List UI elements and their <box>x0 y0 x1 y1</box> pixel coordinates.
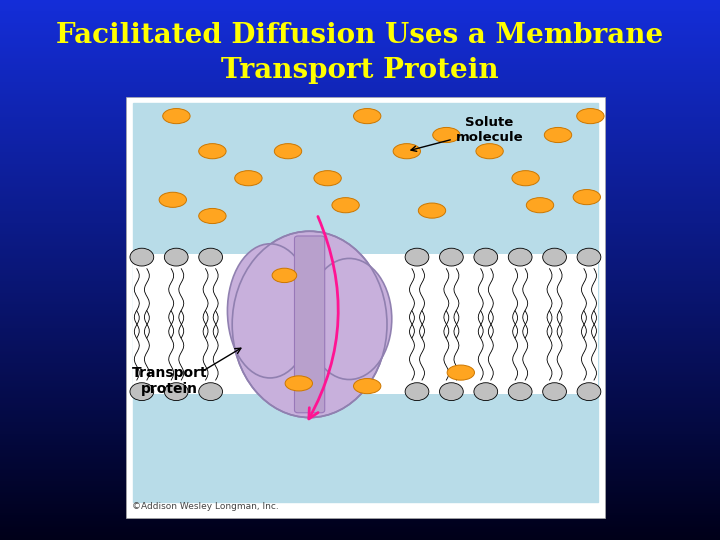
Ellipse shape <box>354 379 381 394</box>
Circle shape <box>439 248 463 266</box>
Ellipse shape <box>332 198 359 213</box>
Text: Solute
molecule: Solute molecule <box>411 116 523 151</box>
Ellipse shape <box>285 376 312 391</box>
Circle shape <box>130 248 154 266</box>
Bar <box>133 103 598 502</box>
Ellipse shape <box>272 268 297 282</box>
Ellipse shape <box>274 144 302 159</box>
Circle shape <box>543 248 567 266</box>
Text: Transport
protein: Transport protein <box>131 366 207 396</box>
Ellipse shape <box>159 192 186 207</box>
Circle shape <box>405 248 429 266</box>
Text: Transport Protein: Transport Protein <box>221 57 499 84</box>
Circle shape <box>577 248 600 266</box>
Ellipse shape <box>235 171 262 186</box>
Ellipse shape <box>163 109 190 124</box>
Ellipse shape <box>577 109 604 124</box>
Circle shape <box>508 248 532 266</box>
Circle shape <box>405 383 429 401</box>
Circle shape <box>474 383 498 401</box>
Ellipse shape <box>314 171 341 186</box>
Circle shape <box>474 248 498 266</box>
Circle shape <box>164 248 188 266</box>
Circle shape <box>130 383 154 401</box>
Ellipse shape <box>228 244 312 378</box>
Ellipse shape <box>544 127 572 143</box>
Text: ©Addison Wesley Longman, Inc.: ©Addison Wesley Longman, Inc. <box>132 502 279 511</box>
Ellipse shape <box>199 144 226 159</box>
Ellipse shape <box>393 144 420 159</box>
Ellipse shape <box>526 198 554 213</box>
Circle shape <box>439 383 463 401</box>
Ellipse shape <box>512 171 539 186</box>
Ellipse shape <box>573 190 600 205</box>
Circle shape <box>164 383 188 401</box>
Ellipse shape <box>232 231 387 417</box>
Circle shape <box>199 248 222 266</box>
Ellipse shape <box>418 203 446 218</box>
Bar <box>133 254 598 394</box>
Ellipse shape <box>307 259 392 380</box>
Bar <box>126 97 605 518</box>
Text: Facilitated Diffusion Uses a Membrane: Facilitated Diffusion Uses a Membrane <box>56 22 664 49</box>
Ellipse shape <box>433 127 460 143</box>
Ellipse shape <box>476 144 503 159</box>
FancyBboxPatch shape <box>294 236 325 413</box>
Ellipse shape <box>199 208 226 224</box>
Ellipse shape <box>354 109 381 124</box>
Circle shape <box>543 383 567 401</box>
Ellipse shape <box>447 365 474 380</box>
Circle shape <box>508 383 532 401</box>
Circle shape <box>577 383 600 401</box>
Circle shape <box>199 383 222 401</box>
